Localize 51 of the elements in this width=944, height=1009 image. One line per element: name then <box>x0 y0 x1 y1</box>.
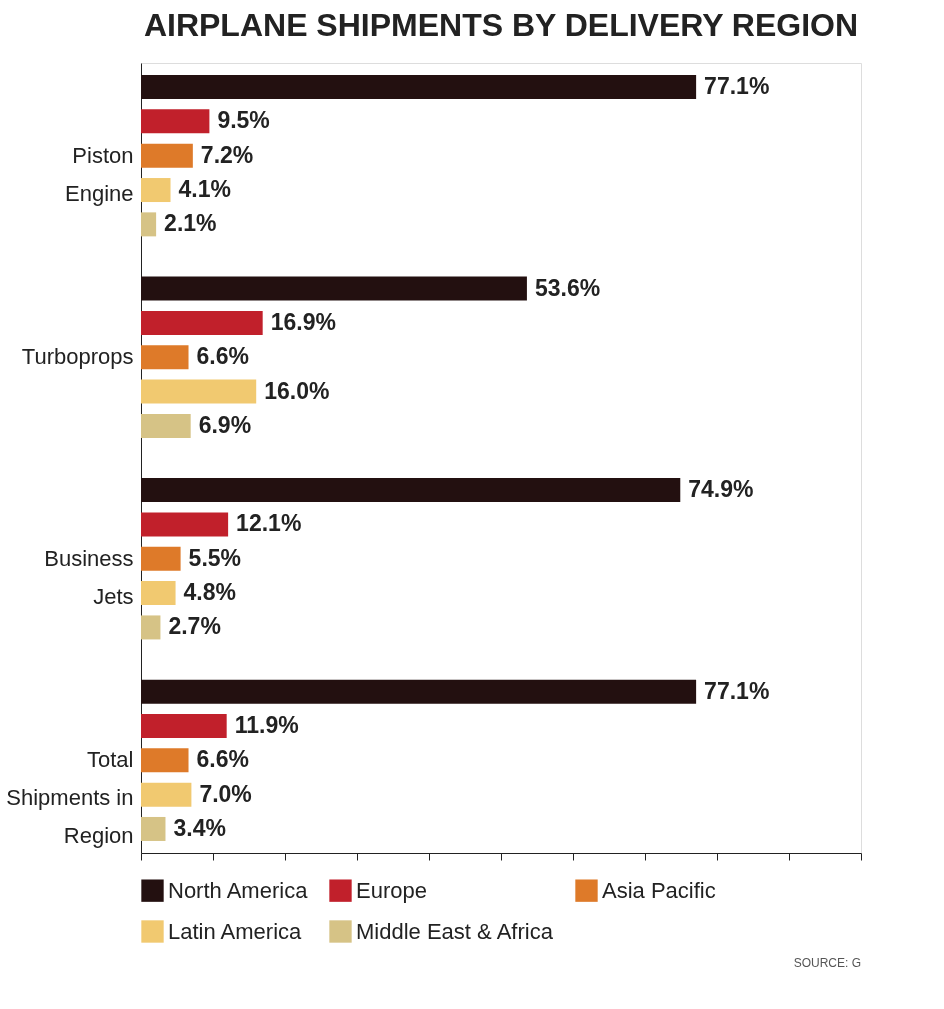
legend-label: Asia Pacific <box>602 877 716 903</box>
bar <box>141 713 227 738</box>
bar <box>141 143 193 168</box>
legend-label: Middle East & Africa <box>356 918 554 944</box>
y-tick-label: Total Shipments in Region <box>6 747 134 849</box>
data-label: 6.6% <box>196 746 249 773</box>
y-tick-label: Turboprops <box>21 344 134 370</box>
data-label: 16.0% <box>264 377 330 404</box>
bar <box>141 615 161 640</box>
bar <box>141 310 263 335</box>
bar <box>141 345 189 370</box>
data-label: 6.9% <box>198 411 252 438</box>
legend-label: Latin America <box>168 918 303 944</box>
data-label: 9.5% <box>217 107 270 134</box>
data-label: 53.6% <box>534 274 601 301</box>
data-label: 11.9% <box>234 711 299 738</box>
bar <box>141 212 157 237</box>
source-note: SOURCE: G <box>793 956 861 970</box>
data-label: 74.9% <box>688 476 754 503</box>
bar <box>141 581 176 606</box>
legend-label: North America <box>168 877 309 903</box>
data-label: 77.1% <box>704 73 770 100</box>
data-label: 16.9% <box>270 308 336 335</box>
data-label: 12.1% <box>236 510 302 537</box>
legend-label: Europe <box>356 877 427 903</box>
y-tick-label: Piston Engine <box>64 142 134 206</box>
data-label: 7.2% <box>200 141 254 168</box>
bar <box>141 816 166 841</box>
data-label: 7.0% <box>199 780 252 807</box>
bar <box>141 109 210 134</box>
bar <box>141 276 527 301</box>
data-label: 4.8% <box>183 579 236 606</box>
chart-title: AIRPLANE SHIPMENTS BY DELIVERY REGION <box>143 7 859 43</box>
bar <box>141 546 181 571</box>
y-tick-label: Business Jets <box>44 545 134 609</box>
data-label: 2.7% <box>168 613 221 640</box>
bar <box>141 782 192 807</box>
bar <box>141 413 191 438</box>
bar <box>141 478 681 503</box>
bar <box>141 178 171 203</box>
bar <box>141 679 697 704</box>
bar <box>141 748 189 773</box>
bar <box>141 379 257 404</box>
data-label: 77.1% <box>704 677 770 704</box>
data-label: 6.6% <box>196 343 249 370</box>
data-label: 3.4% <box>173 814 226 841</box>
data-label: 5.5% <box>188 544 242 571</box>
bar <box>141 75 697 100</box>
bar <box>141 512 229 537</box>
data-label: 2.1% <box>164 210 217 237</box>
data-label: 4.1% <box>178 176 231 203</box>
